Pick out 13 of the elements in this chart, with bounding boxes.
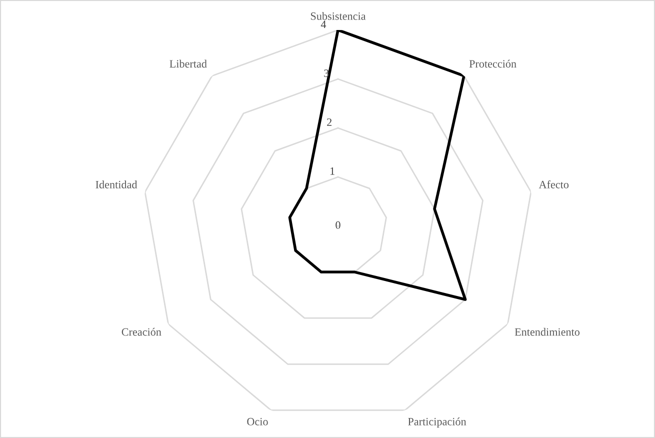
spoke-label: Ocio xyxy=(247,418,268,426)
y-tick-label: 1 xyxy=(330,167,334,175)
spoke-label: Protección xyxy=(469,60,516,68)
spoke-label: Afecto xyxy=(538,180,569,188)
y-tick-label: 2 xyxy=(327,118,332,126)
spoke-label: Creación xyxy=(122,328,162,336)
spoke-label: Libertad xyxy=(170,60,207,68)
spoke-label: Entendimiento xyxy=(514,328,580,336)
y-tick-label: 0 xyxy=(336,221,340,229)
spoke-label: Participación xyxy=(408,418,466,428)
y-tick-label: 4 xyxy=(320,20,326,28)
spoke-label: Subsistencia xyxy=(310,12,366,20)
spoke-label: Identidad xyxy=(96,180,138,188)
